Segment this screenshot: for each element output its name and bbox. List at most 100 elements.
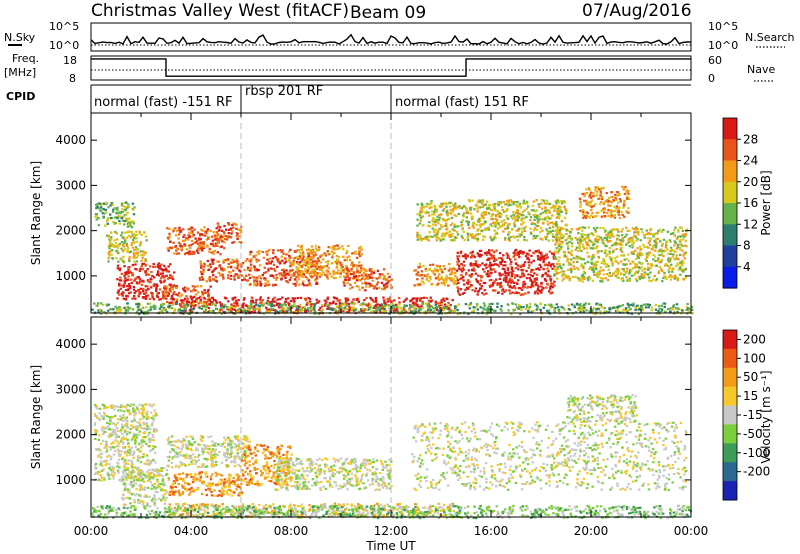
power-cell (353, 275, 356, 278)
power-cell (430, 305, 434, 308)
power-cell (126, 250, 129, 254)
power-cell (415, 298, 419, 301)
power-cell (123, 201, 127, 204)
power-cell (365, 274, 368, 277)
power-cell (305, 257, 308, 260)
power-cell (156, 265, 159, 268)
power-cell (227, 310, 230, 313)
power-cell (472, 263, 475, 266)
power-cell (128, 258, 131, 261)
power-cell (288, 254, 291, 257)
power-cell (570, 271, 573, 274)
power-cell (555, 273, 558, 276)
power-cell (641, 231, 644, 234)
power-cell (362, 271, 366, 274)
power-cell (203, 302, 206, 305)
power-cell (628, 277, 631, 280)
power-cell (636, 247, 639, 250)
power-cell (168, 227, 171, 231)
power-cell (314, 271, 318, 274)
power-cell (347, 255, 351, 258)
power-cell (390, 286, 393, 289)
power-cell (120, 258, 123, 261)
power-cell (595, 215, 598, 218)
power-cell (403, 304, 406, 307)
power-cell (442, 218, 445, 221)
power-cell (390, 300, 393, 303)
power-cell (281, 308, 284, 311)
power-cell (576, 308, 580, 311)
power-cell (450, 272, 454, 275)
power-cell (628, 245, 631, 248)
power-cell (555, 271, 559, 274)
power-cell (481, 199, 484, 202)
power-cell (610, 196, 613, 199)
power-cell (678, 266, 682, 269)
power-cell (187, 253, 191, 256)
power-cell (448, 230, 451, 233)
power-cell (311, 249, 315, 252)
power-cell (457, 288, 460, 291)
power-cell (477, 265, 480, 268)
power-cell (199, 278, 202, 281)
power-cell (508, 279, 511, 282)
power-cell (683, 257, 686, 260)
power-cell (600, 215, 603, 218)
power-cell (664, 275, 667, 279)
power-cell (376, 277, 379, 280)
power-cell (668, 275, 671, 278)
power-cell (281, 296, 284, 299)
power-cell (560, 199, 563, 203)
power-cell (639, 275, 642, 278)
power-cell (427, 239, 430, 242)
power-cell (457, 281, 460, 284)
power-cell (495, 258, 498, 262)
power-cell (455, 214, 458, 217)
power-cell (520, 273, 524, 276)
power-cell (596, 186, 599, 189)
power-cell (663, 271, 666, 274)
power-cell (118, 279, 122, 282)
power-cell (517, 268, 520, 271)
power-cell (496, 291, 500, 294)
power-cell (233, 222, 237, 226)
power-cell (487, 212, 491, 215)
power-cell (480, 274, 483, 278)
power-cell (331, 308, 334, 311)
power-cell (667, 268, 670, 271)
power-cell (569, 252, 573, 255)
power-cell (218, 310, 221, 313)
power-cell (204, 234, 207, 237)
power-cell (630, 251, 633, 254)
power-cell (439, 277, 443, 280)
power-cell (680, 235, 683, 238)
power-cell (670, 307, 673, 310)
power-cell (111, 203, 115, 206)
power-cell (364, 268, 367, 271)
power-cell (572, 257, 576, 260)
power-cell (455, 304, 458, 308)
power-cell (326, 296, 330, 299)
power-cell (429, 305, 432, 308)
power-cell (621, 185, 624, 188)
power-cell (106, 234, 109, 237)
power-cell (364, 289, 367, 292)
power-cell (441, 204, 444, 207)
power-cell (641, 274, 644, 277)
power-cell (205, 301, 209, 304)
power-cell (587, 233, 590, 236)
power-cell (470, 275, 473, 278)
power-cell (209, 229, 212, 233)
power-cell (207, 278, 211, 281)
power-cell (199, 295, 202, 298)
power-cell (465, 220, 468, 223)
power-cell (175, 249, 178, 252)
power-cell (135, 260, 138, 263)
power-cell (509, 203, 512, 206)
power-cell (675, 265, 678, 268)
power-cell (292, 259, 295, 262)
power-cell (138, 312, 141, 315)
power-cell (107, 234, 110, 238)
power-cell (268, 260, 271, 264)
power-cell (588, 216, 591, 219)
